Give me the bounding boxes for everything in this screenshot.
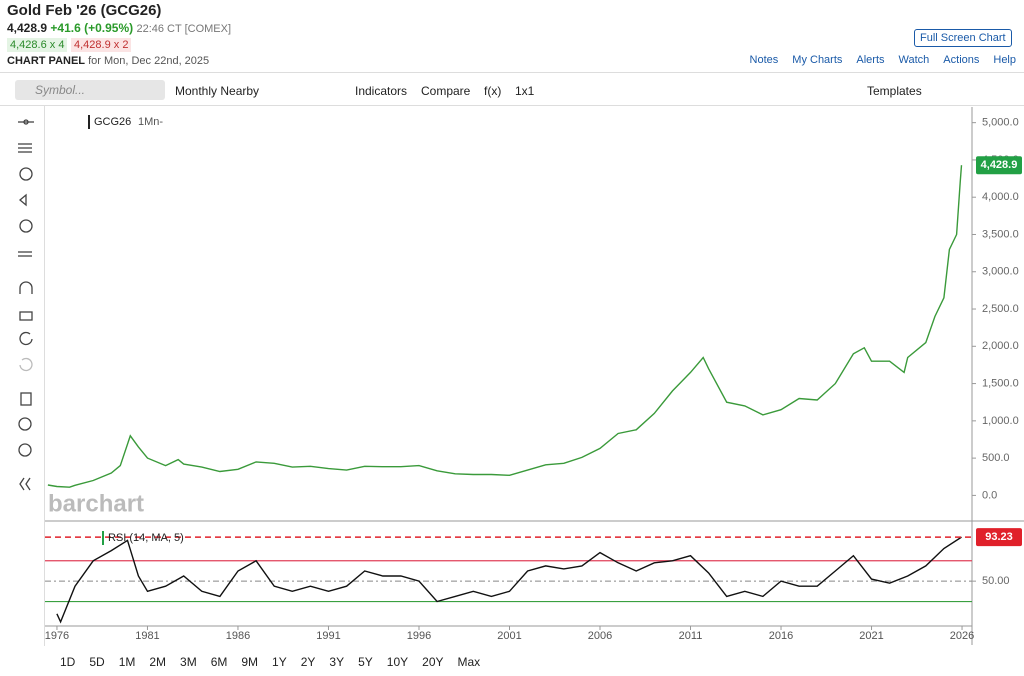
x-tick-label: 1976 (45, 630, 69, 642)
interval-menu[interactable]: Monthly Nearby (175, 84, 260, 98)
layout-button[interactable]: 1x1 (515, 84, 535, 98)
y-tick-label: 500.0 (982, 452, 1010, 464)
x-tick-label: 2011 (679, 630, 703, 642)
title: Gold Feb '26 (GCG26) (7, 2, 162, 19)
watermark: barchart (48, 490, 144, 517)
links: Notes My Charts Alerts Watch Actions Help (736, 54, 1016, 66)
nav-link[interactable]: Alerts (856, 54, 885, 66)
x-tick-label: 2006 (588, 630, 612, 642)
quote: 4,428.9 +41.6 (+0.95%) 22:46 CT [COMEX] (7, 21, 231, 35)
last-value-label: 93.23 (985, 531, 1013, 543)
range-button[interactable]: Max (457, 655, 481, 669)
x-tick-label: 2016 (769, 630, 793, 642)
x-tick-label: 1981 (135, 630, 159, 642)
y-tick-label: 3,500.0 (982, 228, 1019, 240)
series-line (47, 165, 963, 488)
templates-button[interactable]: Templates (867, 84, 922, 98)
x-tick-label: 2001 (497, 630, 521, 642)
y-tick-label: 0.0 (982, 489, 997, 501)
divider (44, 106, 45, 646)
time: 22:46 CT [COMEX] (136, 23, 232, 35)
x-tick-label: 1986 (226, 630, 250, 642)
full-screen-button[interactable]: Full Screen Chart (914, 29, 1012, 47)
series-line (56, 536, 962, 624)
bid: 4,428.6 x 4 (7, 38, 68, 52)
compare-button[interactable]: Compare (421, 84, 471, 98)
x-tick-label: 1996 (407, 630, 431, 642)
x-tick-label: 1991 (316, 630, 340, 642)
legend-interval: 1Mn- (138, 116, 163, 128)
symbol-search[interactable]: Symbol... (15, 80, 165, 100)
legend-swatch (102, 531, 104, 545)
y-tick-label: 1,000.0 (982, 415, 1019, 427)
range-button[interactable]: 1D (60, 655, 76, 669)
nav-link[interactable]: Help (993, 54, 1016, 66)
indicators-button[interactable]: Indicators (355, 84, 408, 98)
legend-name: GCG26 (94, 116, 131, 128)
range-button[interactable]: 20Y (422, 655, 444, 669)
x-tick-label: 2021 (859, 630, 883, 642)
nav-link[interactable]: My Charts (792, 54, 843, 66)
range-button[interactable]: 5D (89, 655, 105, 669)
price: 4,428.9 (7, 21, 48, 35)
y-tick-label: 1,500.0 (982, 377, 1019, 389)
range-bar: 1D 5D 1M 2M 3M 6M 9M 1Y 2Y 3Y 5Y 10Y 20Y Max (60, 655, 494, 669)
legend-name: RSI (14, MA, 5) (108, 532, 184, 544)
range-button[interactable]: 10Y (386, 655, 409, 669)
y-tick-label: 2,000.0 (982, 340, 1019, 352)
y-tick-label: 5,000.0 (982, 117, 1019, 129)
nav-link[interactable]: Actions (943, 54, 980, 66)
fx-button[interactable]: f(x) (484, 84, 502, 98)
panel-info: CHART PANEL for Mon, Dec 22nd, 2025 (7, 55, 209, 67)
x-tick-label: 2026 (950, 630, 974, 642)
panel-label: CHART PANEL (7, 55, 86, 67)
range-button[interactable]: 5Y (358, 655, 373, 669)
y-tick-label: 3,000.0 (982, 266, 1019, 278)
range-button[interactable]: 6M (210, 655, 228, 669)
change: +41.6 (+0.95%) (50, 21, 134, 35)
divider (0, 72, 1024, 73)
divider (0, 105, 1024, 106)
ask: 4,428.9 x 2 (71, 38, 132, 52)
nav-link[interactable]: Notes (749, 54, 779, 66)
panel-date: for Mon, Dec 22nd, 2025 (88, 55, 210, 67)
y-tick-label: 2,500.0 (982, 303, 1019, 315)
nav-link[interactable]: Watch (898, 54, 930, 66)
range-button[interactable]: 3Y (329, 655, 345, 669)
range-button[interactable]: 9M (241, 655, 259, 669)
range-button[interactable]: 1M (118, 655, 136, 669)
range-button[interactable]: 1Y (272, 655, 287, 669)
legend-swatch (88, 115, 90, 129)
range-button[interactable]: 3M (180, 655, 197, 669)
range-button[interactable]: 2M (149, 655, 167, 669)
last-value-badge (976, 156, 1022, 175)
last-value-badge (976, 528, 1022, 547)
drawing-tools[interactable] (0, 106, 44, 506)
y-tick-label: 4,000.0 (982, 191, 1019, 203)
range-button[interactable]: 2Y (300, 655, 316, 669)
last-value-label: 4,428.9 (981, 159, 1018, 171)
y-tick-label: 50.00 (982, 575, 1010, 587)
